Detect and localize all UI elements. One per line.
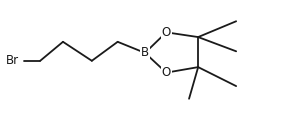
Text: O: O — [162, 66, 171, 79]
Text: O: O — [162, 26, 171, 39]
Text: B: B — [141, 46, 149, 59]
Text: Br: Br — [6, 54, 19, 67]
